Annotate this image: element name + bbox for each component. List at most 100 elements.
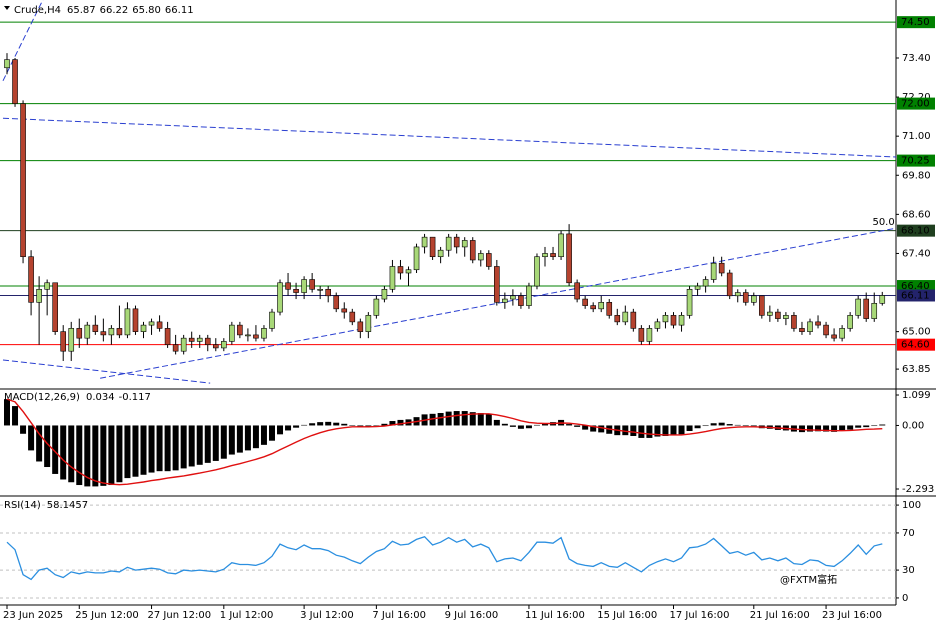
candle-body — [734, 292, 741, 297]
macd-bar — [389, 421, 396, 426]
y-tick-label: 68.60 — [902, 209, 931, 220]
macd-bar — [542, 423, 549, 426]
macd-bar — [28, 425, 35, 451]
header-value: -0.117 — [119, 392, 151, 403]
candle-body — [333, 295, 340, 310]
macd-bar — [20, 425, 27, 434]
macd-bar — [429, 413, 436, 426]
candle-body — [373, 298, 380, 316]
y-tick-label: 71.00 — [902, 131, 931, 142]
macd-bar — [92, 425, 99, 487]
x-tick-label: 7 Jul 16:00 — [372, 610, 426, 621]
macd-bar — [509, 425, 516, 427]
candle-body — [550, 253, 556, 258]
y-tick-label: 100 — [902, 500, 921, 511]
candle-body — [156, 321, 163, 329]
candle-body — [726, 272, 733, 297]
macd-bar — [469, 412, 476, 426]
candle-body — [558, 233, 564, 258]
candle-body — [20, 103, 26, 258]
macd-bar — [750, 425, 757, 427]
candle-body — [164, 328, 171, 345]
candle-body — [518, 295, 524, 306]
macd-bar — [582, 425, 589, 430]
candle-body — [349, 311, 356, 323]
candle-body — [461, 240, 468, 248]
candle-body — [686, 288, 693, 316]
candle-body — [815, 321, 821, 326]
candle-body — [710, 262, 717, 280]
rsi-line — [6, 535, 883, 581]
macd-bar — [285, 425, 292, 431]
indicator-title: RSI(14) — [4, 500, 41, 511]
macd-bar — [309, 423, 316, 426]
level-label-box — [897, 280, 935, 293]
macd-bar — [341, 423, 348, 426]
candle-body — [847, 315, 853, 329]
candle-body — [638, 328, 645, 342]
candle-body — [646, 328, 653, 342]
y-tick-label: 70 — [902, 528, 915, 539]
macd-bar — [180, 425, 187, 469]
macd-bar — [533, 424, 540, 426]
macd-bar — [839, 425, 846, 432]
macd-bar — [493, 419, 500, 426]
x-tick-label: 23 Jun 2025 — [3, 610, 63, 621]
candle-body — [60, 331, 67, 352]
macd-bar — [76, 425, 83, 486]
macd-bar — [485, 414, 492, 426]
macd-bar — [638, 425, 645, 438]
candle-body — [341, 308, 348, 313]
macd-bar — [108, 425, 115, 486]
candle-body — [566, 233, 572, 284]
header-value: 58.1457 — [47, 500, 88, 511]
x-tick-label: 9 Jul 16:00 — [445, 610, 499, 621]
candle-body — [654, 321, 661, 329]
candle-body — [108, 328, 115, 336]
macd-bar — [12, 406, 19, 426]
macd-bar — [718, 422, 725, 426]
candle-body — [293, 288, 299, 293]
level-label: 66.40 — [901, 281, 930, 292]
level-label-box — [897, 224, 935, 237]
candle-body — [92, 324, 99, 332]
trend-line — [2, 117, 896, 158]
candle-body — [445, 236, 452, 251]
x-tick-label: 15 Jul 16:00 — [597, 610, 657, 621]
macd-bar — [381, 423, 388, 426]
candle-body — [742, 292, 749, 303]
candle-body — [477, 253, 484, 261]
candle-body — [614, 315, 621, 323]
y-tick-label: 0.00 — [902, 420, 924, 431]
macd-bar — [36, 425, 43, 462]
candle-body — [277, 282, 283, 313]
macd-bar — [301, 424, 308, 426]
candle-body — [863, 298, 870, 319]
macd-bar — [855, 425, 862, 428]
macd-bar — [501, 423, 508, 426]
macd-bar — [847, 425, 854, 430]
candle-body — [469, 240, 476, 261]
x-tick-label: 11 Jul 16:00 — [525, 610, 585, 621]
macd-bar — [317, 422, 324, 426]
candle-body — [325, 288, 332, 297]
candle-body — [381, 288, 388, 300]
macd-bar — [525, 425, 532, 429]
candle-body — [775, 311, 781, 319]
candle-body — [534, 256, 540, 287]
macd-bar — [445, 411, 452, 426]
menu-arrow[interactable] — [4, 6, 10, 10]
macd-bar — [879, 424, 886, 426]
candle-body — [132, 308, 139, 332]
macd-bar — [196, 425, 203, 465]
candle-body — [301, 279, 307, 293]
macd-bar — [662, 425, 669, 436]
macd-bar — [52, 425, 59, 474]
level-label: 68.10 — [901, 226, 930, 237]
candle-body — [357, 321, 364, 332]
candle-body — [437, 249, 444, 258]
y-tick-label: 63.85 — [902, 364, 931, 375]
macd-bar — [100, 425, 107, 486]
candle-body — [148, 321, 155, 326]
level-label: 64.60 — [901, 340, 930, 351]
